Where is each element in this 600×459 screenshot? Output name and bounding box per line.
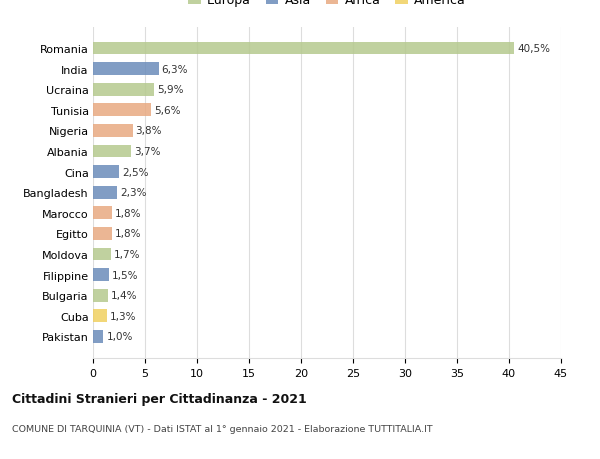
Text: 5,9%: 5,9% [157,85,184,95]
Text: 3,7%: 3,7% [134,147,161,157]
Bar [93,146,131,158]
Bar [93,289,107,302]
Text: 3,8%: 3,8% [136,126,162,136]
Bar [93,125,133,138]
Bar [93,248,110,261]
Bar [93,330,103,343]
Bar [93,43,514,55]
Legend: Europa, Asia, Africa, America: Europa, Asia, Africa, America [188,0,466,7]
Bar [93,207,112,220]
Bar [93,228,112,240]
Text: 1,7%: 1,7% [114,249,140,259]
Text: 40,5%: 40,5% [517,44,550,54]
Bar [93,104,151,117]
Text: 6,3%: 6,3% [161,65,188,74]
Text: 2,5%: 2,5% [122,167,149,177]
Bar [93,84,154,96]
Text: 1,0%: 1,0% [107,332,133,341]
Text: COMUNE DI TARQUINIA (VT) - Dati ISTAT al 1° gennaio 2021 - Elaborazione TUTTITAL: COMUNE DI TARQUINIA (VT) - Dati ISTAT al… [12,425,433,434]
Bar [93,186,117,199]
Text: 1,8%: 1,8% [115,208,142,218]
Text: 2,3%: 2,3% [120,188,146,198]
Text: Cittadini Stranieri per Cittadinanza - 2021: Cittadini Stranieri per Cittadinanza - 2… [12,392,307,405]
Bar [93,269,109,281]
Bar [93,166,119,179]
Text: 1,5%: 1,5% [112,270,138,280]
Text: 1,4%: 1,4% [110,291,137,301]
Text: 5,6%: 5,6% [154,106,181,116]
Bar [93,310,107,323]
Text: 1,8%: 1,8% [115,229,142,239]
Text: 1,3%: 1,3% [110,311,136,321]
Bar [93,63,158,76]
